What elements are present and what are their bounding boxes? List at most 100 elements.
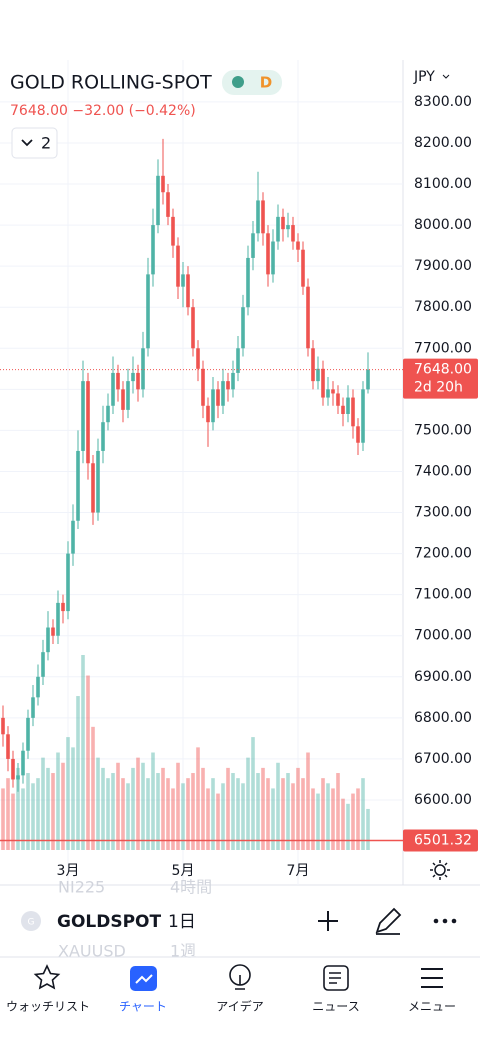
volume-bar [271, 788, 275, 850]
volume-bar [166, 778, 170, 850]
nav-icon[interactable] [421, 968, 443, 988]
volume-bar [336, 773, 340, 850]
candle-body [56, 602, 60, 636]
candle-body [206, 405, 210, 423]
volume-bar [226, 767, 230, 850]
volume-bar [46, 767, 50, 850]
candle-body [341, 405, 345, 414]
y-tick-label: 6700.00 [414, 751, 472, 767]
candle-body [266, 233, 270, 275]
volume-bar [301, 778, 305, 850]
candle-body [271, 241, 275, 275]
volume-bar [156, 773, 160, 850]
volume-bar [366, 808, 370, 850]
candle-body [351, 397, 355, 427]
settings-rays [430, 860, 450, 880]
volume-bar [181, 783, 185, 850]
volume-bar [321, 778, 325, 850]
candle-body [46, 627, 50, 653]
candle-body [111, 372, 115, 406]
candle-body [186, 274, 190, 308]
candle-body [36, 676, 40, 698]
volume-bar [146, 778, 150, 850]
nav-icon[interactable] [33, 964, 61, 990]
volume-bar [256, 773, 260, 850]
volume-bar [356, 788, 360, 850]
y-tick-label: 8000.00 [414, 217, 472, 233]
volume-bar [91, 726, 95, 850]
candle-body [16, 775, 20, 780]
status-badge[interactable] [222, 70, 282, 95]
volume-bar [11, 793, 15, 850]
nav-icon[interactable] [323, 965, 349, 991]
x-tick-label: 7月 [287, 863, 310, 879]
candle-body [286, 225, 290, 230]
y-tick-label: 8200.00 [414, 135, 472, 151]
candle-body [241, 307, 245, 349]
nav-icon-line [329, 972, 341, 984]
candle-body [226, 381, 230, 390]
candle-body [291, 225, 295, 242]
y-tick-label: 6600.00 [414, 792, 472, 808]
nav-icon-line [135, 974, 153, 984]
settings-icon[interactable] [434, 864, 446, 876]
level-label: 6501.32 [414, 833, 472, 849]
candle-body [161, 175, 165, 193]
candle-body [61, 602, 65, 612]
y-tick-label: 7100.00 [414, 587, 472, 603]
candle-body [356, 426, 360, 443]
countdown: 2d 20h [414, 380, 463, 396]
last-price-bg [403, 358, 478, 399]
nav-label: アイデア [216, 999, 263, 1014]
candle-body [331, 389, 335, 394]
symbol-name[interactable]: GOLDSPOT [57, 912, 162, 932]
volume-bar [231, 773, 235, 850]
candle-body [246, 257, 250, 308]
candle-body [216, 389, 220, 406]
volume-bar [281, 778, 285, 850]
volume-bar [246, 757, 250, 850]
y-tick-label: 7400.00 [414, 463, 472, 479]
nav-label: ニュース [312, 1000, 359, 1014]
indicator-count: 2 [41, 134, 51, 153]
draw-button[interactable] [375, 907, 402, 935]
interval[interactable]: 1日 [168, 912, 196, 932]
volume-bar [31, 783, 35, 850]
y-tick-label: 7000.00 [414, 628, 472, 644]
level-label-bg [403, 829, 478, 852]
volume-bar [101, 767, 105, 850]
chevron [21, 139, 33, 147]
volume-bar [141, 762, 145, 850]
candle-body [21, 750, 25, 776]
ghost-text: 1週 [170, 942, 196, 961]
y-tick-label: 6900.00 [414, 669, 472, 685]
y-tick-label: 7700.00 [414, 340, 472, 356]
volume-bar [171, 788, 175, 850]
candle-body [146, 274, 150, 349]
volume-bar [96, 757, 100, 850]
nav-icon-line [235, 975, 245, 990]
y-tick-label: 6800.00 [414, 710, 472, 726]
ghost-text: 4時間 [170, 878, 212, 897]
volume-bar [36, 778, 40, 850]
more-button[interactable] [433, 918, 457, 924]
candle-body [96, 450, 100, 513]
nav-label: ウォッチリスト [6, 1000, 90, 1014]
candle-body [1, 717, 5, 735]
volume-bar [191, 773, 195, 850]
volume-bar [206, 788, 210, 850]
candle-body [156, 175, 160, 226]
volume-bar [266, 778, 270, 850]
volume-bar [341, 798, 345, 850]
add-button[interactable] [318, 911, 338, 931]
indicator-toggle[interactable] [11, 127, 58, 159]
candle-body [326, 389, 330, 398]
candle-body [171, 216, 175, 246]
candle-body [336, 393, 340, 406]
y-tick-label: 8100.00 [414, 176, 472, 192]
candle-body [81, 381, 85, 451]
candle-body [276, 216, 280, 242]
candle-body [6, 734, 10, 759]
currency[interactable]: JPY [413, 69, 435, 85]
